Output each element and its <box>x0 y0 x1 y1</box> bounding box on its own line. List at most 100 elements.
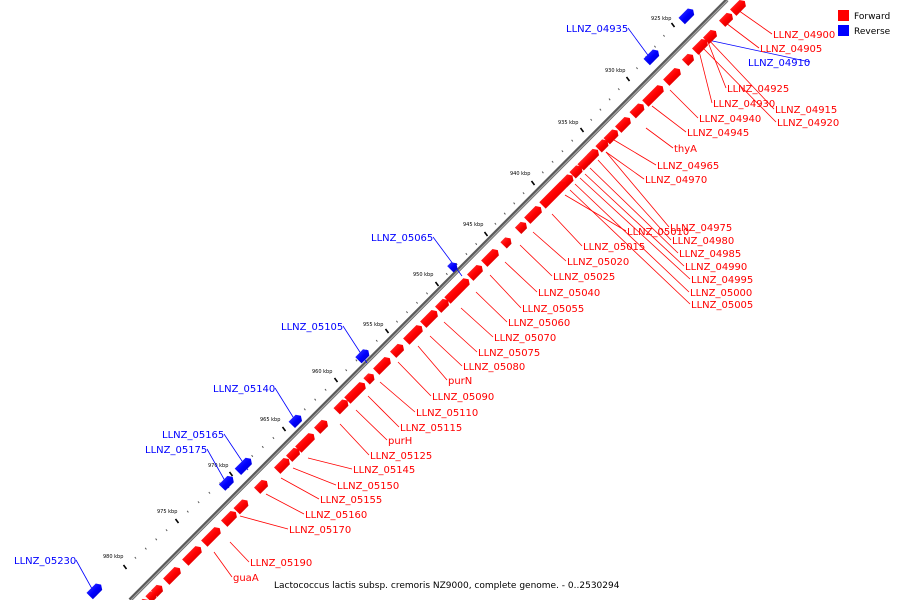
gene-label-llnz-04975[interactable]: LLNZ_04975 <box>670 223 732 234</box>
major-tick <box>174 518 180 524</box>
gene-label-llnz-05190[interactable]: LLNZ_05190 <box>250 558 312 569</box>
forward-gene-block <box>524 206 542 224</box>
minor-tick <box>324 388 327 391</box>
gene-label-llnz-05060[interactable]: LLNZ_05060 <box>508 318 570 329</box>
major-tick <box>530 180 536 186</box>
gene-label-llnz-05000[interactable]: LLNZ_05000 <box>690 288 752 299</box>
major-tick <box>281 426 287 432</box>
gene-label-llnz-04930[interactable]: LLNZ_04930 <box>713 99 775 110</box>
minor-tick <box>251 454 254 458</box>
gene-label-llnz-05065[interactable]: LLNZ_05065 <box>371 233 433 244</box>
gene-label-llnz-04965[interactable]: LLNZ_04965 <box>657 161 719 172</box>
gene-label-purn[interactable]: purN <box>448 376 472 387</box>
gene-label-llnz-05160[interactable]: LLNZ_05160 <box>305 510 367 521</box>
tick-label: 955 kbp <box>363 322 383 328</box>
gene-label-llnz-05110[interactable]: LLNZ_05110 <box>416 408 478 419</box>
gene-label-llnz-05020[interactable]: LLNZ_05020 <box>567 257 629 268</box>
gene-label-llnz-05010[interactable]: LLNZ_05010 <box>627 227 689 238</box>
leader-line-llnz-04910 <box>707 39 811 63</box>
forward-gene-block <box>730 0 746 16</box>
gene-label-llnz-04905[interactable]: LLNZ_04905 <box>760 44 822 55</box>
reverse-gene-block <box>234 457 252 475</box>
leader-line-llnz-05025 <box>519 244 553 277</box>
gene-label-llnz-05230[interactable]: LLNZ_05230 <box>14 556 76 567</box>
gene-label-llnz-05090[interactable]: LLNZ_05090 <box>432 392 494 403</box>
gene-label-llnz-05155[interactable]: LLNZ_05155 <box>320 495 382 506</box>
minor-tick <box>355 359 358 362</box>
backbone <box>128 0 729 600</box>
gene-label-llnz-04945[interactable]: LLNZ_04945 <box>687 128 749 139</box>
gene-label-llnz-05175[interactable]: LLNZ_05175 <box>145 445 207 456</box>
minor-tick <box>303 408 306 411</box>
gene-label-llnz-04935[interactable]: LLNZ_04935 <box>566 24 628 35</box>
minor-tick <box>608 98 611 101</box>
gene-label-llnz-05150[interactable]: LLNZ_05150 <box>337 481 399 492</box>
gene-label-llnz-05115[interactable]: LLNZ_05115 <box>400 423 462 434</box>
legend-forward-label: Forward <box>854 12 890 22</box>
gene-label-llnz-05040[interactable]: LLNZ_05040 <box>538 288 600 299</box>
major-tick <box>333 377 339 383</box>
minor-tick <box>314 398 317 401</box>
gene-label-llnz-04940[interactable]: LLNZ_04940 <box>699 114 761 125</box>
gene-label-llnz-04980[interactable]: LLNZ_04980 <box>672 236 734 247</box>
minor-tick <box>522 192 525 195</box>
gene-label-llnz-05025[interactable]: LLNZ_05025 <box>553 272 615 283</box>
reverse-gene-block <box>288 414 302 428</box>
gene-label-llnz-04995[interactable]: LLNZ_04995 <box>691 275 753 286</box>
gene-label-llnz-05125[interactable]: LLNZ_05125 <box>370 451 432 462</box>
gene-label-llnz-04920[interactable]: LLNZ_04920 <box>777 118 839 129</box>
tick-label: 965 kbp <box>260 417 280 423</box>
forward-gene-block <box>274 458 290 474</box>
minor-tick <box>590 118 593 121</box>
gene-label-llnz-05070[interactable]: LLNZ_05070 <box>494 333 556 344</box>
leader-line-llnz-05075 <box>443 321 478 353</box>
forward-gene-block <box>539 181 567 209</box>
leader-line-llnz-05060 <box>475 291 508 323</box>
gene-label-llnz-05055[interactable]: LLNZ_05055 <box>522 304 584 315</box>
gene-label-llnz-04985[interactable]: LLNZ_04985 <box>679 249 741 260</box>
minor-tick <box>425 292 429 295</box>
forward-gene-block <box>629 103 645 119</box>
leader-line-llnz-05070 <box>460 307 494 338</box>
gene-label-llnz-05015[interactable]: LLNZ_05015 <box>583 242 645 253</box>
minor-tick <box>208 491 211 494</box>
major-tick <box>670 22 676 28</box>
leader-line-llnz-05015 <box>551 213 583 247</box>
leader-line-llnz-05170 <box>239 515 289 530</box>
minor-tick <box>551 160 554 163</box>
leader-line-llnz-05110 <box>379 381 416 413</box>
gene-label-purh[interactable]: purH <box>388 436 412 447</box>
forward-gene-block <box>681 53 694 66</box>
leader-line-llnz-05090 <box>397 361 432 397</box>
minor-tick <box>503 212 506 215</box>
minor-tick <box>494 222 497 225</box>
minor-tick <box>445 272 448 276</box>
gene-label-llnz-04925[interactable]: LLNZ_04925 <box>727 84 789 95</box>
leader-line-purh <box>355 409 388 441</box>
gene-label-llnz-05140[interactable]: LLNZ_05140 <box>213 384 275 395</box>
tick-label: 975 kbp <box>157 509 177 515</box>
leader-lines <box>75 7 811 597</box>
gene-label-llnz-04910[interactable]: LLNZ_04910 <box>748 58 810 69</box>
gene-label-llnz-04990[interactable]: LLNZ_04990 <box>685 262 747 273</box>
leader-line-llnz-04930 <box>697 46 713 104</box>
leader-line-llnz-05020 <box>532 231 567 262</box>
gene-label-llnz-04915[interactable]: LLNZ_04915 <box>775 105 837 116</box>
gene-label-llnz-05105[interactable]: LLNZ_05105 <box>281 322 343 333</box>
gene-label-thya[interactable]: thyA <box>674 144 697 155</box>
forward-gene-block <box>663 68 681 86</box>
leader-line-llnz-04915 <box>705 36 775 110</box>
gene-label-llnz-05080[interactable]: LLNZ_05080 <box>463 362 525 373</box>
gene-label-guaa[interactable]: guaA <box>233 573 259 584</box>
minor-tick <box>375 339 378 342</box>
gene-label-llnz-05145[interactable]: LLNZ_05145 <box>353 465 415 476</box>
leader-line-llnz-04940 <box>669 89 699 119</box>
forward-gene-block <box>363 373 375 385</box>
gene-label-llnz-05170[interactable]: LLNZ_05170 <box>289 525 351 536</box>
gene-label-llnz-04900[interactable]: LLNZ_04900 <box>773 30 835 41</box>
gene-label-llnz-05005[interactable]: LLNZ_05005 <box>691 300 753 311</box>
gene-label-llnz-05165[interactable]: LLNZ_05165 <box>162 430 224 441</box>
forward-gene-block <box>435 298 449 313</box>
gene-label-llnz-05075[interactable]: LLNZ_05075 <box>478 348 540 359</box>
gene-label-llnz-04970[interactable]: LLNZ_04970 <box>645 175 707 186</box>
